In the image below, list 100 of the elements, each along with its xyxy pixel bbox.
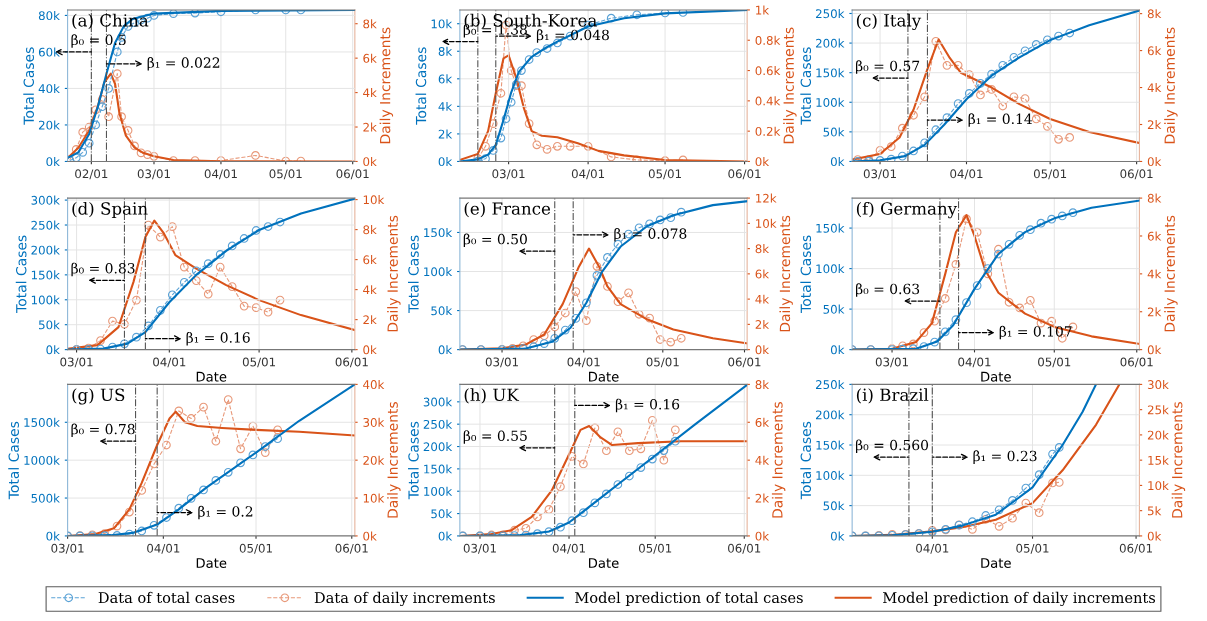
y-tick-label: 0k (46, 345, 60, 355)
y-axis-title: Total Cases (8, 421, 19, 500)
y-tick-label: 100k (424, 486, 453, 496)
x-tick-label: 04/01 (552, 543, 585, 554)
legend-label: Model prediction of daily increments (883, 591, 1156, 607)
x-tick-label: 05/01 (1038, 357, 1071, 368)
x-tick-label: 04/01 (147, 543, 180, 554)
x-tick-label: 05/01 (239, 543, 272, 554)
y2-tick-label: 2k (1147, 120, 1162, 129)
y-tick-label: 100k (816, 264, 845, 274)
y2-tick-label: 0k (363, 156, 377, 167)
y2-tick-label: 6k (363, 255, 377, 265)
x-tick-label: 06/01 (1120, 357, 1153, 368)
x-tick-label: 03/01 (485, 357, 518, 368)
y-tick-label: 150k (424, 464, 453, 474)
y-tick-label: 10k (431, 19, 453, 29)
y-tick-label: 300k (31, 195, 60, 205)
x-tick-label: 06/01 (728, 543, 761, 554)
y-tick-label: 200k (423, 442, 453, 452)
y-tick-label: 1500k (24, 417, 60, 427)
chart-title: (i) Brazil (856, 388, 929, 404)
y2-tick-label: 0k (755, 531, 770, 541)
y-tick-label: 60k (38, 47, 60, 57)
y-tick-label: 8k (438, 46, 453, 56)
y2-tick-label: 10k (756, 218, 777, 229)
y2-tick-label: 8k (755, 244, 770, 254)
y-axis-title: Total Cases (415, 47, 427, 125)
y2-tick-label: 1k (756, 5, 770, 15)
chart-title: (d) Spain (72, 201, 148, 219)
x-tick-label: 05/01 (646, 357, 679, 368)
annotation: β₀ = 0.57 (856, 60, 920, 74)
y2-tick-label: 20k (363, 455, 385, 465)
x-tick-label: 06/01 (728, 169, 761, 180)
y-axis-title: Total Cases (800, 421, 812, 500)
annotation: β₁ = 0.14 (968, 113, 1033, 127)
annotation: β₀ = 0.55 (463, 430, 527, 444)
y2-tick-label: 4k (363, 88, 377, 98)
y-tick-label: 0k (830, 156, 845, 167)
y2-tick-label: 8k (755, 379, 770, 390)
y-tick-label: 150k (816, 440, 845, 450)
y-tick-label: 50k (431, 306, 453, 316)
y2-axis-title: Daily Increments (379, 27, 394, 144)
y2-tick-label: 2k (755, 493, 770, 503)
y-tick-label: 1000k (24, 455, 60, 465)
y-tick-label: 100k (31, 295, 60, 305)
y-tick-label: 200k (31, 245, 60, 255)
y2-tick-label: 2k (1147, 307, 1162, 317)
y2-tick-label: 4k (1147, 83, 1162, 93)
y-tick-label: 4k (438, 101, 453, 111)
y2-axis-title: Daily Increments (783, 27, 797, 144)
y-tick-label: 0k (830, 345, 845, 355)
y2-tick-label: 2k (755, 319, 770, 329)
y2-tick-label: 0k (1147, 345, 1162, 355)
x-tick-label: 03/01 (51, 543, 84, 554)
chart-title: (h) UK (464, 388, 520, 404)
y2-tick-label: 12k (756, 193, 777, 203)
y-axis-title: Total Cases (800, 47, 812, 125)
x-tick-label: 02/01 (75, 169, 108, 180)
y-tick-label: 80k (38, 10, 60, 21)
x-tick-label: 03/01 (863, 169, 896, 180)
x-tick-label: 03/01 (60, 357, 93, 368)
y2-tick-label: 25k (1147, 405, 1169, 415)
y2-tick-label: 6k (755, 269, 770, 279)
y-tick-label: 150k (424, 227, 453, 238)
y2-tick-label: 2k (363, 315, 377, 325)
x-axis-title: Date (589, 371, 619, 382)
y2-tick-label: 10k (363, 493, 385, 503)
x-tick-label: 05/01 (638, 543, 672, 554)
y-tick-label: 150k (816, 68, 845, 78)
y2-tick-label: 40k (363, 379, 385, 390)
x-axis-title: Date (981, 558, 1011, 568)
annotation: β₁ = 0.23 (973, 450, 1037, 464)
y-tick-label: 0k (438, 531, 453, 541)
y2-axis-title: Daily Increments (1164, 27, 1178, 144)
annotation: β₀ = 0.83 (71, 262, 135, 277)
y2-tick-label: 6k (1147, 231, 1162, 241)
x-tick-label: 06/01 (728, 357, 761, 368)
y2-tick-label: 6k (755, 417, 770, 427)
y2-tick-label: 0.8k (755, 35, 781, 45)
y2-axis-title: Daily Increments (387, 402, 401, 518)
y2-axis-title: Daily Increments (1164, 215, 1178, 332)
y2-axis-title: Daily Increments (1171, 402, 1186, 518)
y2-tick-label: 4k (755, 455, 770, 465)
chart-title: (f) Germany (856, 201, 958, 219)
y2-tick-label: 0k (1147, 156, 1162, 167)
legend-label: Data of daily increments (314, 591, 495, 607)
y2-tick-label: 10k (363, 195, 385, 205)
y-tick-label: 300k (423, 397, 453, 407)
chart-title: (c) Italy (856, 13, 922, 31)
y-tick-label: 250k (31, 220, 60, 230)
y2-tick-label: 8k (1147, 9, 1162, 19)
annotation: β₁ = 0.2 (198, 505, 253, 520)
y2-tick-label: 15k (1148, 455, 1169, 465)
x-tick-label: 04/01 (950, 169, 983, 180)
annotation: β₁ = 0.16 (186, 331, 250, 346)
x-tick-label: 04/01 (153, 357, 186, 368)
x-tick-label: 03/01 (463, 543, 496, 554)
x-tick-label: 05/01 (1016, 543, 1049, 554)
y-tick-label: 100k (816, 470, 845, 480)
y2-tick-label: 0k (363, 345, 377, 355)
